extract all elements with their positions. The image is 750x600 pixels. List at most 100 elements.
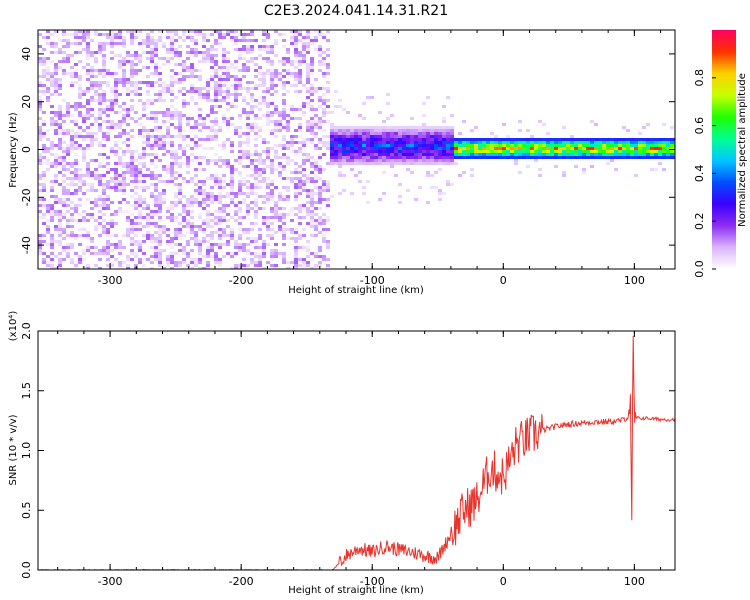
heatmap-cell — [366, 132, 370, 135]
heatmap-cell — [250, 174, 254, 177]
heatmap-cell — [534, 138, 538, 141]
heatmap-cell — [306, 78, 310, 81]
heatmap-cell — [422, 156, 426, 159]
heatmap-cell — [122, 162, 126, 165]
heatmap-cell — [74, 147, 78, 150]
heatmap-cell — [254, 237, 258, 240]
heatmap-cell — [438, 129, 442, 132]
heatmap-cell — [254, 198, 258, 201]
heatmap-cell — [234, 243, 238, 246]
heatmap-cell — [102, 192, 106, 195]
heatmap-cell — [146, 144, 150, 147]
heatmap-cell — [70, 258, 74, 261]
heatmap-cell — [250, 108, 254, 111]
heatmap-cell — [150, 192, 154, 195]
heatmap-cell — [302, 141, 306, 144]
heatmap-cell — [78, 126, 82, 129]
heatmap-cell — [170, 162, 174, 165]
heatmap-cell — [118, 132, 122, 135]
heatmap-cell — [110, 177, 114, 180]
heatmap-cell — [270, 111, 274, 114]
heatmap-cell — [314, 87, 318, 90]
heatmap-cell — [58, 264, 62, 267]
heatmap-cell — [334, 159, 338, 162]
heatmap-cell — [50, 117, 54, 120]
heatmap-cell — [122, 183, 126, 186]
heatmap-cell — [62, 186, 66, 189]
heatmap-cell — [118, 162, 122, 165]
heatmap-cell — [110, 36, 114, 39]
heatmap-cell — [58, 117, 62, 120]
heatmap-cell — [518, 153, 522, 156]
heatmap-cell — [362, 144, 366, 147]
heatmap-cell — [138, 87, 142, 90]
heatmap-cell — [178, 132, 182, 135]
heatmap-cell — [374, 147, 378, 150]
heatmap-cell — [630, 141, 634, 144]
heatmap-cell — [294, 231, 298, 234]
heatmap-cell — [310, 72, 314, 75]
heatmap-cell — [402, 159, 406, 162]
heatmap-cell — [74, 120, 78, 123]
heatmap-cell — [234, 195, 238, 198]
heatmap-cell — [94, 264, 98, 267]
heatmap-cell — [298, 258, 302, 261]
heatmap-cell — [482, 150, 486, 153]
heatmap-cell — [70, 213, 74, 216]
heatmap-cell — [334, 144, 338, 147]
heatmap-cell — [70, 243, 74, 246]
heatmap-cell — [270, 216, 274, 219]
heatmap-cell — [338, 99, 342, 102]
heatmap-cell — [46, 168, 50, 171]
heatmap-cell — [338, 147, 342, 150]
heatmap-cell — [650, 138, 654, 141]
heatmap-cell — [206, 261, 210, 264]
heatmap-cell — [38, 96, 42, 99]
heatmap-cell — [306, 138, 310, 141]
heatmap-cell — [218, 33, 222, 36]
heatmap-cell — [318, 216, 322, 219]
heatmap-cell — [174, 63, 178, 66]
heatmap-cell — [78, 213, 82, 216]
heatmap-cell — [238, 132, 242, 135]
heatmap-cell — [42, 120, 46, 123]
heatmap-cell — [362, 162, 366, 165]
heatmap-cell — [190, 30, 194, 33]
heatmap-cell — [150, 174, 154, 177]
heatmap-cell — [66, 234, 70, 237]
heatmap-cell — [658, 144, 662, 147]
heatmap-cell — [78, 198, 82, 201]
heatmap-cell — [398, 195, 402, 198]
heatmap-cell — [182, 129, 186, 132]
heatmap-cell — [514, 144, 518, 147]
heatmap-cell — [306, 189, 310, 192]
heatmap-cell — [102, 111, 106, 114]
heatmap-cell — [382, 162, 386, 165]
heatmap-cell — [126, 162, 130, 165]
heatmap-cell — [190, 117, 194, 120]
heatmap-cell — [470, 156, 474, 159]
heatmap-cell — [38, 33, 42, 36]
heatmap-cell — [270, 102, 274, 105]
heatmap-cell — [434, 129, 438, 132]
heatmap-cell — [302, 48, 306, 51]
heatmap-cell — [390, 114, 394, 117]
heatmap-cell — [326, 147, 330, 150]
heatmap-cell — [194, 156, 198, 159]
heatmap-cell — [162, 141, 166, 144]
heatmap-cell — [274, 201, 278, 204]
heatmap-cell — [150, 261, 154, 264]
heatmap-cell — [94, 201, 98, 204]
heatmap-cell — [646, 144, 650, 147]
heatmap-cell — [86, 249, 90, 252]
heatmap-cell — [462, 156, 466, 159]
heatmap-cell — [422, 102, 426, 105]
heatmap-cell — [254, 126, 258, 129]
heatmap-cell — [114, 246, 118, 249]
heatmap-cell — [186, 162, 190, 165]
heatmap-cell — [182, 93, 186, 96]
heatmap-cell — [318, 87, 322, 90]
heatmap-cell — [146, 81, 150, 84]
heatmap-cell — [242, 246, 246, 249]
heatmap-cell — [322, 189, 326, 192]
